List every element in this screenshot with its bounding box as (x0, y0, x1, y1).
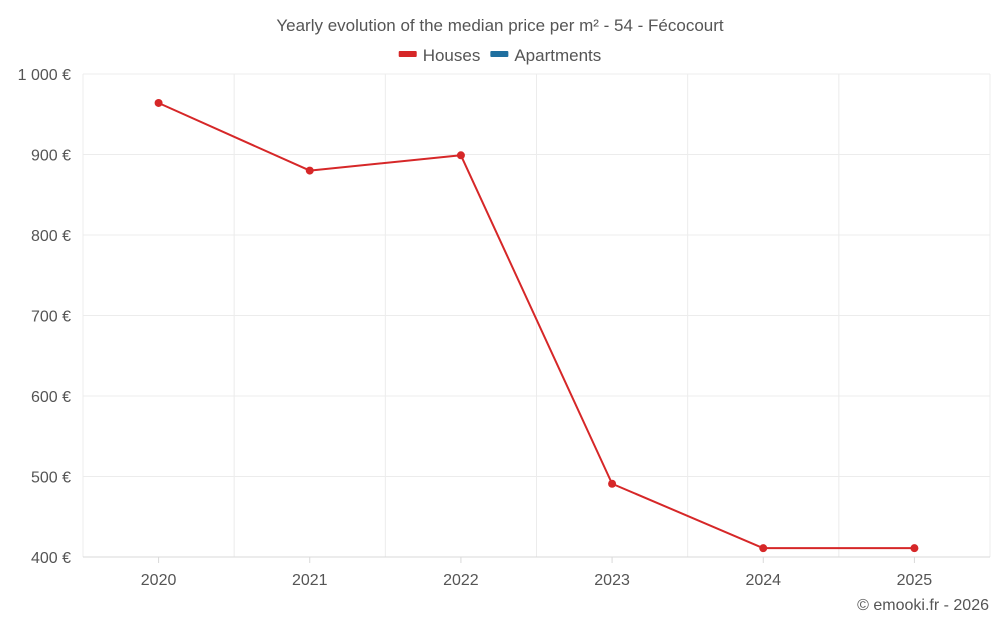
legend-swatch (490, 51, 509, 57)
y-tick-label: 500 € (31, 470, 71, 487)
x-tick-label: 2023 (594, 572, 630, 589)
data-point (154, 98, 163, 107)
y-tick-label: 700 € (31, 309, 71, 326)
credit-text: © emooki.fr - 2026 (857, 597, 989, 614)
y-tick-label: 600 € (31, 389, 71, 406)
data-point (305, 166, 314, 175)
x-axis: 2020 2021 2022 2023 2024 2025 (141, 557, 933, 589)
y-tick-label: 1 000 € (18, 67, 71, 84)
x-tick-label: 2022 (443, 572, 479, 589)
series-line-houses (158, 102, 915, 550)
y-tick-label: 800 € (31, 228, 71, 245)
y-axis: 400 € 500 € 600 € 700 € 800 € 900 € 1 000 € (18, 67, 71, 567)
x-tick-label: 2024 (745, 572, 781, 589)
grid (82, 73, 991, 558)
series-layer (154, 98, 919, 553)
legend-swatch (398, 51, 417, 57)
data-point (608, 479, 617, 488)
data-point (910, 544, 919, 553)
chart-title: Yearly evolution of the median price per… (276, 16, 724, 35)
data-point (759, 544, 768, 553)
x-tick-label: 2020 (141, 572, 177, 589)
y-tick-label: 900 € (31, 148, 71, 165)
x-tick-label: 2021 (292, 572, 328, 589)
legend-label: Apartments (514, 46, 601, 65)
legend-label: Houses (423, 46, 481, 65)
x-tick-label: 2025 (897, 572, 933, 589)
y-tick-label: 400 € (31, 550, 71, 567)
data-point (456, 151, 465, 160)
legend: Houses Apartments (398, 46, 601, 65)
